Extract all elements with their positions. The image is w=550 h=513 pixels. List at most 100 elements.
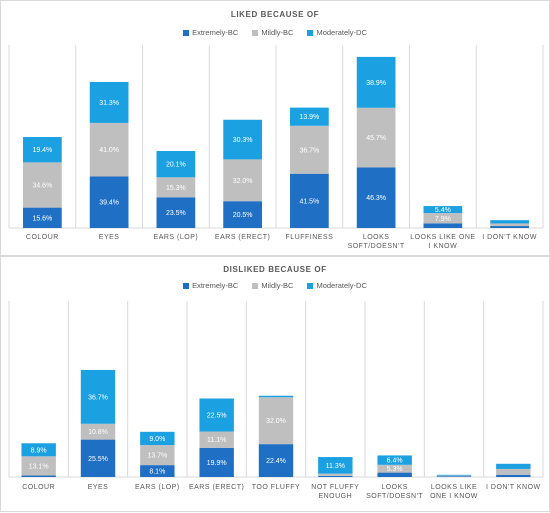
disliked-chart-plot: 13.1% 8.9% COLOUR 25.5% 10.8% 36.7% EYES 8.1% 13… bbox=[8, 301, 544, 500]
data-label: 34.6% bbox=[32, 182, 52, 189]
bar-segment-mildly bbox=[21, 456, 56, 476]
chart-legend: Extremely-BC Mildly-BC Moderately-DC bbox=[1, 281, 549, 290]
data-label: 8.9% bbox=[31, 447, 47, 454]
data-label: 32.0% bbox=[266, 418, 286, 425]
bar-segment-mildly bbox=[223, 159, 262, 202]
bar-segment-moderately bbox=[223, 119, 262, 160]
data-label: 23.5% bbox=[166, 210, 186, 217]
category-label: NOT FLUFFY bbox=[311, 484, 359, 491]
legend-item-moderately: Moderately-DC bbox=[307, 281, 367, 290]
data-label: 7.9% bbox=[435, 216, 451, 223]
data-label: 8.1% bbox=[149, 469, 165, 476]
data-label: 13.7% bbox=[147, 453, 167, 460]
bar-segment-extremely bbox=[23, 207, 62, 228]
bar-segment-extremely bbox=[318, 475, 353, 477]
bar-segment-extremely bbox=[140, 465, 175, 477]
bar-segment-moderately bbox=[21, 443, 56, 457]
data-label: 13.9% bbox=[299, 114, 319, 121]
data-label: 15.6% bbox=[32, 215, 52, 222]
category-label: LOOKS LIKE bbox=[431, 484, 477, 491]
legend-swatch-extremely bbox=[183, 29, 190, 36]
bar-segment-extremely bbox=[89, 176, 129, 228]
data-label: 36.7% bbox=[88, 394, 108, 401]
bar-segment-mildly bbox=[290, 125, 329, 174]
category-label: LOOKS bbox=[381, 484, 408, 491]
disliked-chart-panel: DISLIKED BECAUSE OF Extremely-BC Mildly-… bbox=[0, 256, 550, 512]
data-label: 6.4% bbox=[387, 458, 403, 465]
data-label: 20.1% bbox=[166, 162, 186, 169]
data-label: 5.3% bbox=[387, 466, 403, 473]
legend-swatch-moderately bbox=[307, 29, 314, 36]
bar-segment-moderately bbox=[490, 220, 529, 224]
bar-segment-moderately bbox=[23, 137, 62, 163]
category-label: EARS (LOP) bbox=[135, 484, 180, 491]
bar-segment-mildly bbox=[80, 423, 116, 440]
category-label: EYES bbox=[88, 484, 109, 491]
bar-segment-moderately bbox=[423, 206, 463, 214]
bar-segment-extremely bbox=[377, 472, 412, 477]
bar-segment-mildly bbox=[156, 177, 196, 198]
bar-segment-moderately bbox=[436, 474, 472, 476]
bar-segment-moderately bbox=[89, 81, 129, 123]
bar-segment-mildly bbox=[89, 122, 129, 177]
category-label: LOOKS LIKE ONE bbox=[410, 234, 475, 241]
data-label: 11.1% bbox=[207, 437, 226, 444]
bar-segment-extremely bbox=[21, 475, 56, 477]
legend-swatch-extremely bbox=[183, 282, 190, 289]
legend-label: Moderately-DC bbox=[316, 281, 367, 290]
data-label: 5.4% bbox=[435, 207, 451, 214]
bar-segment-mildly bbox=[23, 162, 62, 208]
category-label: I KNOW bbox=[429, 243, 458, 250]
bar-segment-extremely bbox=[436, 476, 472, 477]
data-label: 41.0% bbox=[99, 147, 119, 154]
bar-segment-mildly bbox=[423, 213, 463, 224]
category-label: FLUFFINESS bbox=[285, 234, 333, 241]
legend-item-mildly: Mildly-BC bbox=[252, 281, 293, 290]
category-label: ENOUGH bbox=[318, 493, 352, 500]
data-label: 22.4% bbox=[266, 458, 286, 465]
legend-label: Mildly-BC bbox=[261, 28, 294, 37]
bar-segment-mildly bbox=[496, 468, 531, 475]
bar-segment-moderately bbox=[356, 56, 396, 108]
category-label: EARS (ERECT) bbox=[215, 234, 270, 241]
data-label: 45.7% bbox=[366, 135, 386, 142]
bar-segment-moderately bbox=[318, 457, 353, 474]
bar-segment-extremely bbox=[423, 223, 463, 228]
bar-segment-extremely bbox=[199, 447, 234, 477]
bar-segment-moderately bbox=[258, 395, 294, 398]
legend-label: Mildly-BC bbox=[261, 281, 294, 290]
bar-segment-mildly bbox=[436, 475, 472, 477]
bar-segment-extremely bbox=[156, 197, 196, 228]
category-label: EYES bbox=[99, 234, 120, 241]
bar-segment-extremely bbox=[490, 226, 529, 228]
bar-segment-moderately bbox=[377, 455, 412, 465]
data-label: 38.9% bbox=[366, 80, 386, 87]
data-label: 10.8% bbox=[88, 429, 108, 436]
bar-segment-mildly bbox=[258, 397, 294, 445]
data-label: 20.5% bbox=[233, 212, 253, 219]
bar-segment-moderately bbox=[140, 431, 175, 446]
bar-segment-moderately bbox=[156, 151, 196, 178]
category-label: I DON'T KNOW bbox=[486, 484, 541, 491]
data-label: 13.1% bbox=[29, 463, 49, 470]
legend-swatch-mildly bbox=[252, 282, 259, 289]
legend-item-extremely: Extremely-BC bbox=[183, 28, 238, 37]
category-label: ONE I KNOW bbox=[430, 493, 478, 500]
legend-item-moderately: Moderately-DC bbox=[307, 28, 367, 37]
bar-segment-mildly bbox=[490, 223, 529, 227]
category-label: SOFT/DOESN'T bbox=[366, 493, 423, 500]
data-label: 15.3% bbox=[166, 185, 186, 192]
data-label: 39.4% bbox=[99, 200, 119, 207]
bar-segment-extremely bbox=[290, 173, 329, 228]
bar-segment-mildly bbox=[377, 464, 412, 473]
category-label: I DON'T KNOW bbox=[482, 234, 537, 241]
legend-label: Moderately-DC bbox=[316, 28, 367, 37]
category-label: SOFT/DOESN'T bbox=[348, 243, 405, 250]
category-label: COLOUR bbox=[22, 484, 55, 491]
bar-segment-extremely bbox=[496, 474, 531, 477]
category-label: LOOKS bbox=[363, 234, 390, 241]
chart-legend: Extremely-BC Mildly-BC Moderately-DC bbox=[1, 28, 549, 37]
data-label: 30.3% bbox=[233, 137, 253, 144]
legend-item-mildly: Mildly-BC bbox=[252, 28, 293, 37]
data-label: 32.0% bbox=[233, 178, 253, 185]
